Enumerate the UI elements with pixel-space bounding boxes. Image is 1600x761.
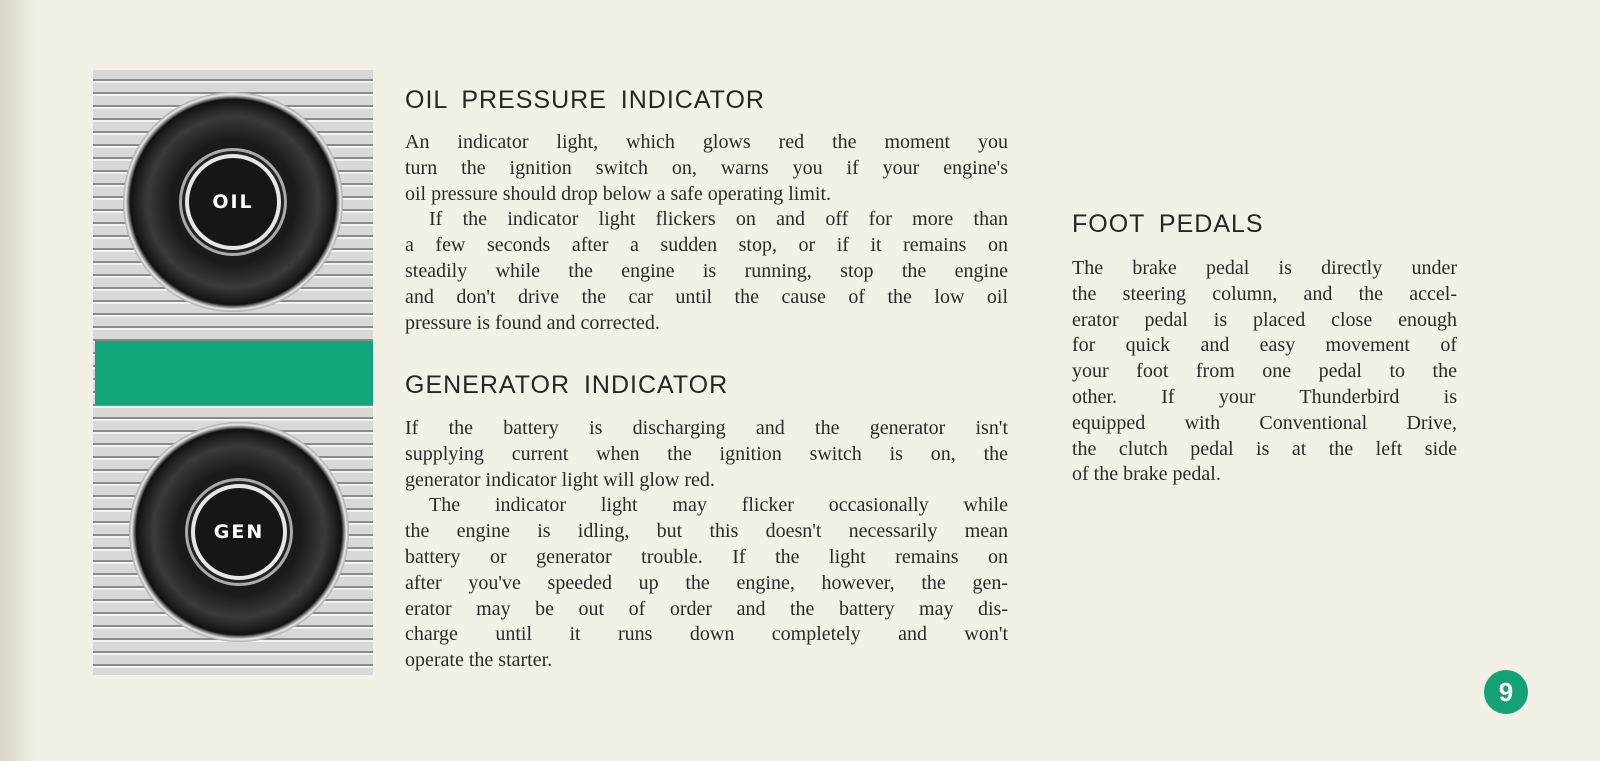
generator-text: If the battery is discharging and the ge… [405,416,1008,674]
oil-pressure-heading: OIL PRESSURE INDICATOR [405,86,765,114]
text-line: The brake pedal is directly under [1072,257,1457,279]
text-line: your foot from one pedal to the [1072,360,1457,383]
text-line: the clutch pedal is at the left side [1072,437,1457,460]
text-line: generator indicator light will glow red. [405,468,715,491]
text-line: oil pressure should drop below a safe op… [405,182,832,205]
text-line: other. If your Thunderbird is [1072,385,1457,408]
generator-heading: GENERATOR INDICATOR [405,371,729,399]
foot-pedals-heading: FOOT PEDALS [1072,210,1264,238]
text-line: An indicator light, which glows red the … [405,131,1008,153]
text-line: the engine is idling, but this doesn't n… [405,520,1008,543]
text-line: of the brake pedal. [1072,463,1221,486]
text-line: The indicator light may flicker occasion… [429,494,1008,517]
text-line: after you've speeded up the engine, howe… [405,571,1008,594]
text-line: supplying current when the ignition swit… [405,442,1008,465]
text-line: If the battery is discharging and the ge… [405,417,1008,439]
page-number: 9 [1484,670,1528,714]
green-divider-band [95,341,373,405]
text-line: a few seconds after a sudden stop, or if… [405,234,1008,257]
oil-indicator-knob: OIL [123,92,343,312]
text-line: the steering column, and the accel- [1072,282,1457,305]
text-line: for quick and easy movement of [1072,334,1457,357]
generator-indicator-knob: GEN [129,422,349,642]
text-line: battery or generator trouble. If the lig… [405,545,1008,568]
text-line: equipped with Conventional Drive, [1072,411,1457,434]
oil-indicator-label: OIL [185,154,281,250]
text-line: steadily while the engine is running, st… [405,259,1008,282]
indicator-lights-photo: OIL GEN [93,70,373,675]
text-line: charge until it runs down completely and… [405,623,1008,646]
text-line: pressure is found and corrected. [405,311,660,334]
page-edge-shadow [0,0,40,761]
text-line: operate the starter. [405,649,553,672]
foot-pedals-text: The brake pedal is directly under the ste… [1072,256,1457,488]
text-line: erator may be out of order and the batte… [405,597,1008,620]
generator-indicator-label: GEN [191,484,287,580]
text-line: erator pedal is placed close enough [1072,308,1457,331]
text-line: If the indicator light flickers on and o… [429,208,1008,231]
text-line: and don't drive the car until the cause … [405,285,1008,308]
oil-pressure-text: An indicator light, which glows red the … [405,130,1008,336]
text-line: turn the ignition switch on, warns you i… [405,156,1008,179]
